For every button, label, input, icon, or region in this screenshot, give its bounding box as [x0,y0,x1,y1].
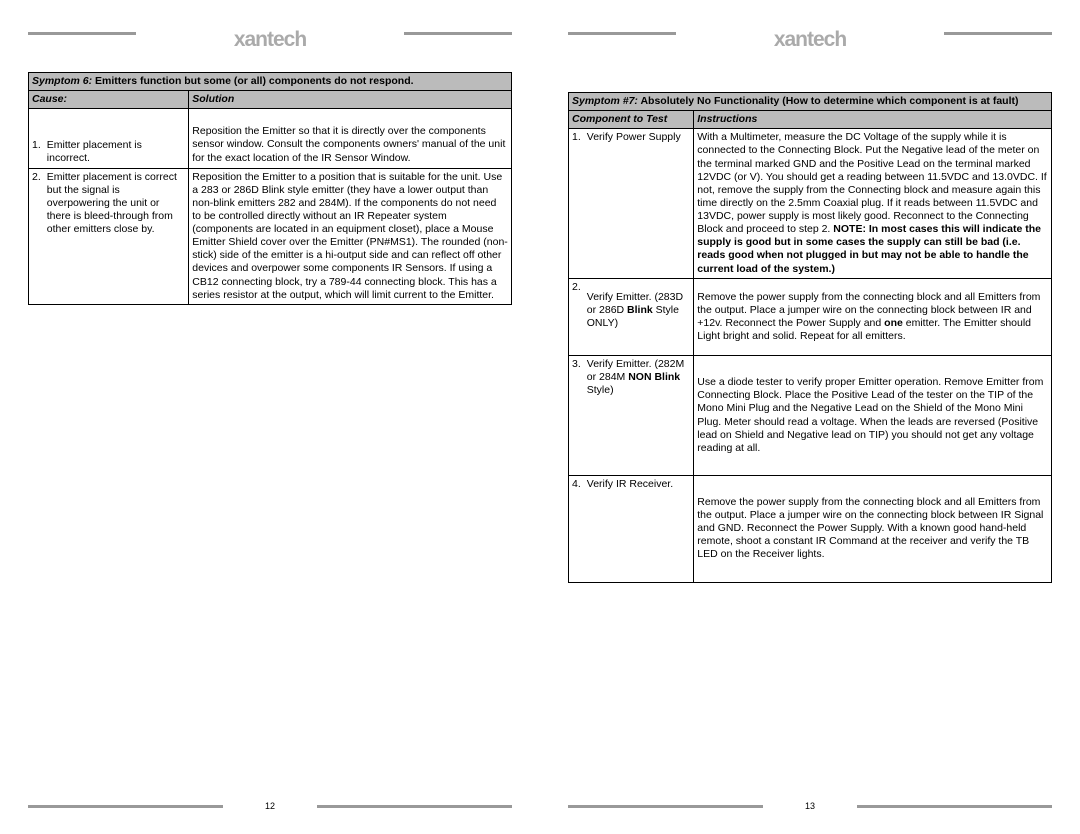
page-header: xantech [568,0,1052,52]
table-row: 2. Emitter placement is correct but the … [29,168,512,304]
symptom6-table: Symptom 6: Emitters function but some (o… [28,72,512,305]
instructions-text: Use a diode tester to verify proper Emit… [694,356,1052,476]
table-row: 2. Verify Emitter. (283D or 286D Blink S… [569,278,1052,356]
symptom6-table-container: Symptom 6: Emitters function but some (o… [28,72,512,305]
instructions-text: With a Multimeter, measure the DC Voltag… [694,129,1052,278]
left-page: xantech Symptom 6: Emitters function but… [0,0,540,834]
footer-rule-right [317,805,512,808]
header-rule-right [944,32,1052,35]
cause-text: Emitter placement is incorrect. [44,109,189,168]
page-footer: 13 [568,801,1052,819]
footer-rule-right [857,805,1052,808]
table-row: 1. Emitter placement is incorrect. Repos… [29,109,512,168]
table-row: 1. Verify Power Supply With a Multimeter… [569,129,1052,278]
symptom6-header: Symptom 6: Emitters function but some (o… [29,73,512,91]
instructions-column-header: Instructions [694,111,1052,129]
component-column-header: Component to Test [569,111,694,129]
component-text: Verify Emitter. (282M or 284M NON Blink … [584,356,694,476]
page-header: xantech [28,0,512,52]
footer-rule-left [568,805,763,808]
instructions-text: Remove the power supply from the connect… [694,278,1052,356]
page-footer: 12 [28,801,512,819]
component-text: Verify Power Supply [584,129,694,278]
symptom7-table-container: Symptom #7: Absolutely No Functionality … [568,92,1052,583]
component-text: Verify Emitter. (283D or 286D Blink Styl… [584,278,694,356]
row-number: 4. [569,475,584,582]
solution-column-header: Solution [189,91,512,109]
right-page: xantech Symptom #7: Absolutely No Functi… [540,0,1080,834]
brand-logo: xantech [234,28,306,52]
symptom7-table: Symptom #7: Absolutely No Functionality … [568,92,1052,583]
solution-text: Reposition the Emitter so that it is dir… [189,109,512,168]
header-rule-left [28,32,136,35]
row-number: 1. [29,109,44,168]
page-number: 12 [265,801,275,811]
row-number: 1. [569,129,584,278]
component-text: Verify IR Receiver. [584,475,694,582]
solution-text: Reposition the Emitter to a position tha… [189,168,512,304]
footer-rule-left [28,805,223,808]
cause-text: Emitter placement is correct but the sig… [44,168,189,304]
row-number: 2. [569,278,584,356]
brand-logo: xantech [774,28,846,52]
row-number: 3. [569,356,584,476]
header-rule-right [404,32,512,35]
instructions-text: Remove the power supply from the connect… [694,475,1052,582]
row-number: 2. [29,168,44,304]
symptom7-header: Symptom #7: Absolutely No Functionality … [569,93,1052,111]
table-row: 4. Verify IR Receiver. Remove the power … [569,475,1052,582]
page-number: 13 [805,801,815,811]
table-row: 3. Verify Emitter. (282M or 284M NON Bli… [569,356,1052,476]
cause-column-header: Cause: [29,91,189,109]
header-rule-left [568,32,676,35]
